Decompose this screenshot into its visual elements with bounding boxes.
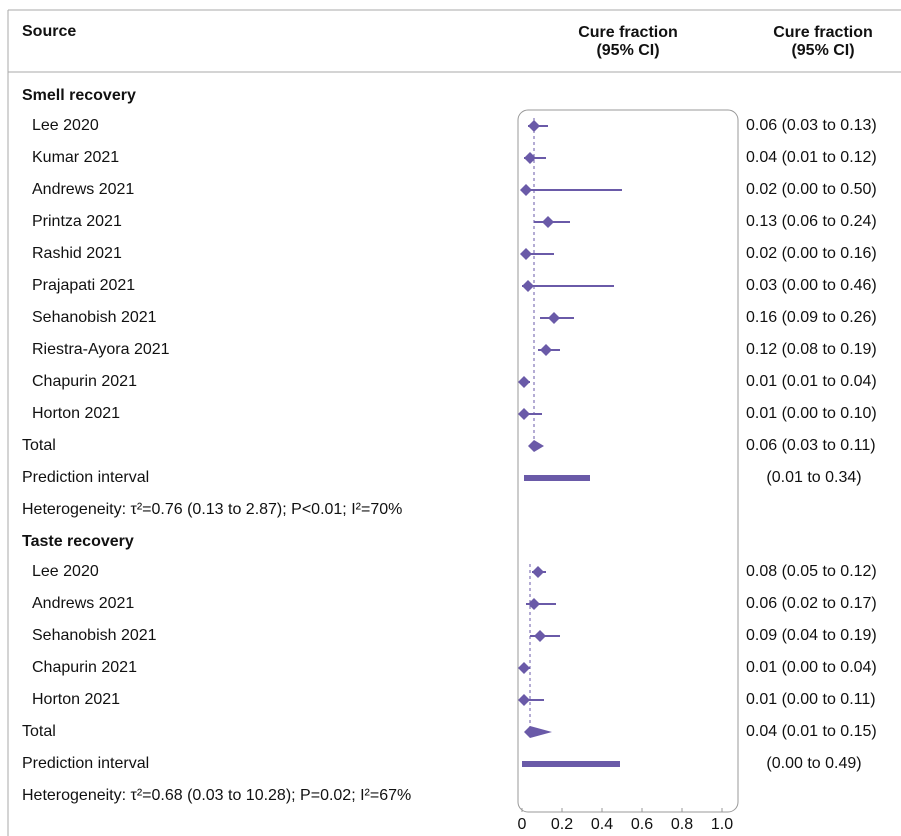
estimate-label: 0.16 (0.09 to 0.26) — [746, 309, 877, 326]
estimate-label: 0.06 (0.03 to 0.13) — [746, 117, 877, 134]
estimate-label: 0.01 (0.00 to 0.10) — [746, 405, 877, 422]
plot-header: (95% CI) — [596, 42, 659, 59]
study-label: Chapurin 2021 — [32, 373, 137, 390]
source-header: Source — [22, 23, 76, 40]
estimate-label: 0.02 (0.00 to 0.50) — [746, 181, 877, 198]
estimate-marker — [528, 598, 540, 610]
estimate-marker — [518, 694, 530, 706]
estimate-marker — [532, 566, 544, 578]
estimate-marker — [520, 248, 532, 260]
total-diamond — [528, 440, 544, 452]
heterogeneity: Heterogeneity: τ²=0.76 (0.13 to 2.87); P… — [22, 501, 402, 518]
estimate-marker — [540, 344, 552, 356]
prediction-bar — [522, 761, 620, 767]
total-estimate: 0.06 (0.03 to 0.11) — [746, 437, 876, 454]
study-label: Chapurin 2021 — [32, 659, 137, 676]
study-label: Kumar 2021 — [32, 149, 119, 166]
prediction-interval: (0.00 to 0.49) — [766, 755, 861, 772]
study-label: Andrews 2021 — [32, 595, 134, 612]
estimate-label: 0.13 (0.06 to 0.24) — [746, 213, 877, 230]
heterogeneity: Heterogeneity: τ²=0.68 (0.03 to 10.28); … — [22, 787, 411, 804]
group-title: Smell recovery — [22, 87, 136, 104]
estimate-label: 0.06 (0.02 to 0.17) — [746, 595, 877, 612]
study-label: Riestra-Ayora 2021 — [32, 341, 170, 358]
study-label: Prajapati 2021 — [32, 277, 135, 294]
prediction-interval: (0.01 to 0.34) — [766, 469, 861, 486]
estimate-marker — [548, 312, 560, 324]
x-tick-label: 0.8 — [671, 816, 693, 833]
study-label: Lee 2020 — [32, 117, 99, 134]
estimate-marker — [518, 662, 530, 674]
plot-header: Cure fraction — [578, 24, 678, 41]
study-label: Andrews 2021 — [32, 181, 134, 198]
x-tick-label: 0 — [518, 816, 527, 833]
study-label: Rashid 2021 — [32, 245, 122, 262]
estimate-label: 0.12 (0.08 to 0.19) — [746, 341, 877, 358]
study-label: Sehanobish 2021 — [32, 627, 157, 644]
estimate-label: 0.02 (0.00 to 0.16) — [746, 245, 877, 262]
total-label: Total — [22, 723, 56, 740]
study-label: Horton 2021 — [32, 405, 120, 422]
prediction-label: Prediction interval — [22, 755, 149, 772]
x-tick-label: 0.6 — [631, 816, 653, 833]
estimate-label: 0.01 (0.00 to 0.11) — [746, 691, 876, 708]
prediction-label: Prediction interval — [22, 469, 149, 486]
plot-frame — [517, 109, 739, 813]
estimate-marker — [520, 184, 532, 196]
total-estimate: 0.04 (0.01 to 0.15) — [746, 723, 877, 740]
estimate-label: 0.04 (0.01 to 0.12) — [746, 149, 877, 166]
total-label: Total — [22, 437, 56, 454]
estimate-marker — [524, 152, 536, 164]
study-label: Sehanobish 2021 — [32, 309, 157, 326]
group-title: Taste recovery — [22, 533, 134, 550]
x-tick-label: 0.4 — [591, 816, 613, 833]
x-tick-label: 0.2 — [551, 816, 573, 833]
estimate-label: 0.01 (0.01 to 0.04) — [746, 373, 877, 390]
text-header: Cure fraction — [773, 24, 873, 41]
estimate-label: 0.03 (0.00 to 0.46) — [746, 277, 877, 294]
estimate-marker — [518, 376, 530, 388]
estimate-marker — [522, 280, 534, 292]
study-label: Printza 2021 — [32, 213, 122, 230]
study-label: Horton 2021 — [32, 691, 120, 708]
estimate-marker — [542, 216, 554, 228]
x-tick-label: 1.0 — [711, 816, 733, 833]
estimate-label: 0.01 (0.00 to 0.04) — [746, 659, 877, 676]
estimate-marker — [534, 630, 546, 642]
estimate-label: 0.08 (0.05 to 0.12) — [746, 563, 877, 580]
estimate-label: 0.09 (0.04 to 0.19) — [746, 627, 877, 644]
estimate-marker — [518, 408, 530, 420]
study-label: Lee 2020 — [32, 563, 99, 580]
total-diamond — [524, 726, 552, 738]
text-header: (95% CI) — [791, 42, 854, 59]
prediction-bar — [524, 475, 590, 481]
